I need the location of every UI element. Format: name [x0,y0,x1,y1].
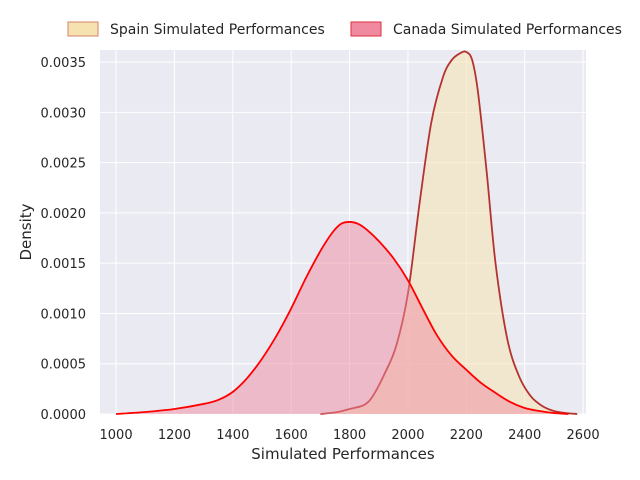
y-tick-label-0: 0.0000 [41,408,87,423]
density-area-0 [320,51,578,414]
y-tick-label-6: 0.0030 [41,106,87,121]
x-tick-label-7: 2400 [508,428,541,443]
x-tick-label-8: 2600 [567,428,600,443]
y-axis-title: Density [17,203,35,260]
x-tick-label-4: 1800 [333,428,366,443]
x-axis-ticks: 1000 1200 1400 1600 1800 2000 2200 2400 2600 [100,428,600,443]
legend: Spain Simulated Performances Canada Simu… [67,21,622,38]
x-tick-label-6: 2200 [450,428,483,443]
density-areas [115,50,578,415]
density-area-1 [116,221,569,414]
density-line-1 [115,221,569,415]
x-tick-label-0: 1000 [100,428,133,443]
x-tick-label-1: 1200 [158,428,191,443]
y-tick-label-1: 0.0005 [41,358,87,373]
legend-label-canada: Canada Simulated Performances [393,22,622,38]
x-tick-label-3: 1600 [275,428,308,443]
legend-swatch-canada [350,21,382,37]
x-axis-title: Simulated Performances [251,445,435,463]
x-tick-label-2: 1400 [216,428,249,443]
y-tick-label-3: 0.0015 [41,257,87,272]
legend-swatch-spain [67,21,99,37]
legend-label-spain: Spain Simulated Performances [110,22,325,38]
y-tick-label-5: 0.0025 [41,157,87,172]
x-tick-label-5: 2000 [391,428,424,443]
y-tick-label-4: 0.0020 [41,207,87,222]
y-tick-label-7: 0.0035 [41,56,87,71]
y-axis-ticks: 0.0000 0.0005 0.0010 0.0015 0.0020 0.0025 0.00… [41,56,87,423]
y-tick-label-2: 0.0010 [41,307,87,322]
